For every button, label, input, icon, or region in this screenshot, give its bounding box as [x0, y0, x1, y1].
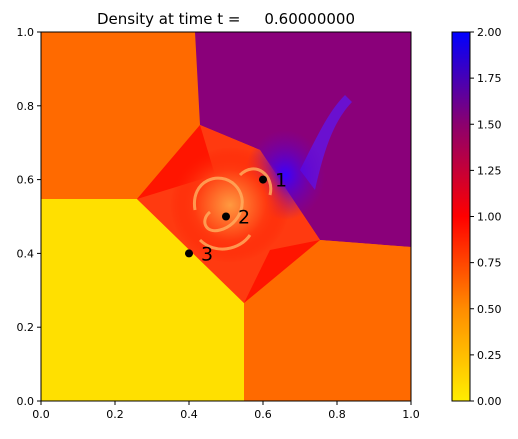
y-tick-label: 0.6	[17, 174, 35, 187]
point-marker-2	[222, 212, 230, 221]
colorbar	[451, 31, 471, 402]
x-tick-label: 0.2	[106, 408, 124, 421]
point-label-3: 3	[201, 243, 213, 265]
y-tick-label: 0.4	[17, 247, 35, 260]
colorbar-tick-label: 0.50	[477, 303, 502, 316]
plot-area	[41, 32, 411, 401]
colorbar-tick-label: 1.00	[477, 211, 502, 224]
colorbar-tick-label: 0.00	[477, 395, 502, 408]
point-label-1: 1	[275, 170, 287, 192]
colorbar-tick-label: 0.75	[477, 257, 502, 270]
point-label-2: 2	[238, 207, 250, 229]
point-marker-3	[185, 249, 193, 258]
region-lower-left	[41, 199, 244, 401]
region-lower-right	[244, 240, 411, 401]
region-red-wedge-bottom	[244, 240, 320, 303]
colorbar-tick-label: 0.25	[477, 349, 502, 362]
y-tick-label: 0.2	[17, 321, 35, 334]
region-swirl	[193, 167, 273, 251]
chart-title: Density at time t = 0.60000000	[97, 10, 355, 28]
x-tick-label: 0.6	[254, 408, 272, 421]
y-tick-label: 1.0	[17, 26, 35, 39]
colorbar-tick-label: 1.25	[477, 164, 502, 177]
y-axis: 0.0 0.2 0.4 0.6 0.8 1.0	[17, 26, 41, 408]
y-tick-label: 0.0	[17, 395, 35, 408]
x-axis: 0.0 0.2 0.4 0.6 0.8 1.0	[32, 401, 420, 421]
x-tick-label: 0.4	[180, 408, 198, 421]
y-tick-label: 0.8	[17, 100, 35, 113]
region-hot-core	[170, 147, 290, 263]
x-tick-label: 0.8	[328, 408, 346, 421]
point-markers: 1 2 3	[185, 170, 287, 265]
x-tick-label: 0.0	[32, 408, 50, 421]
point-marker-1	[259, 175, 267, 184]
plot-frame	[40, 31, 412, 402]
colorbar-tick-label: 2.00	[477, 26, 502, 39]
colorbar-tick-label: 1.75	[477, 72, 502, 85]
colorbar-axis: 0.00 0.25 0.50 0.75 1.00 1.25 1.50 1.75 2.00	[470, 26, 502, 408]
colorbar-tick-label: 1.50	[477, 118, 502, 131]
x-tick-label: 1.0	[402, 408, 420, 421]
